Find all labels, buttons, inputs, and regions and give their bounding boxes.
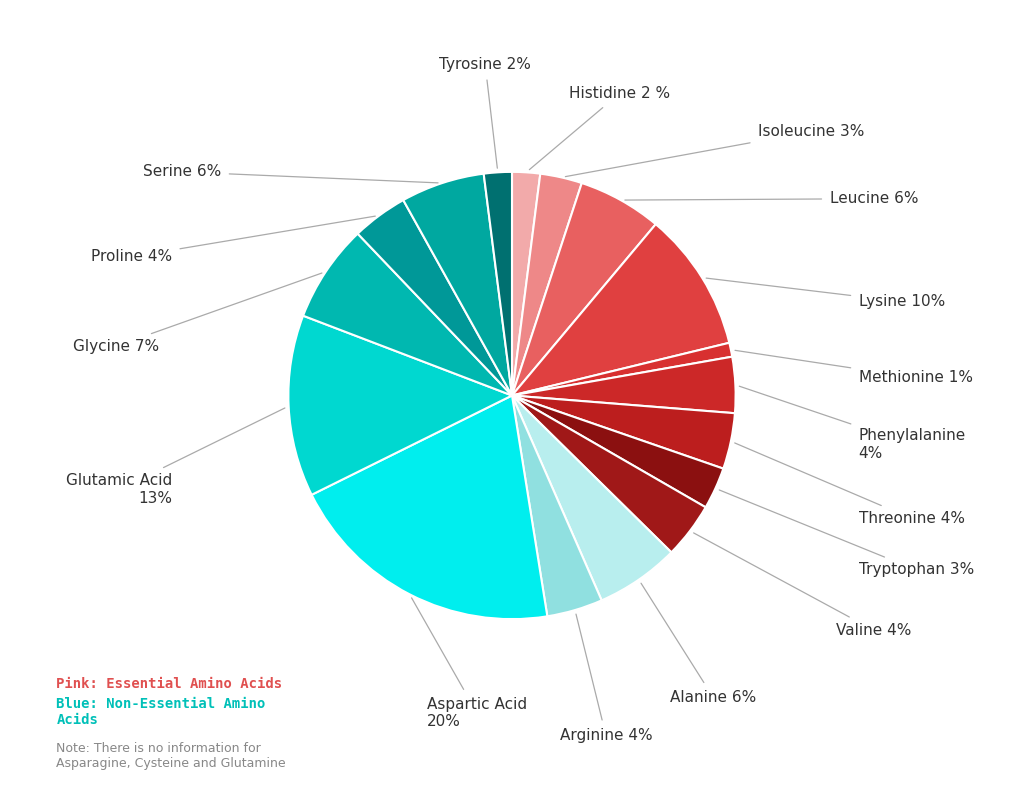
Wedge shape: [483, 172, 512, 396]
Text: Glutamic Acid
13%: Glutamic Acid 13%: [66, 408, 285, 505]
Wedge shape: [512, 396, 602, 616]
Text: Tyrosine 2%: Tyrosine 2%: [439, 57, 531, 168]
Text: Serine 6%: Serine 6%: [143, 165, 438, 183]
Wedge shape: [512, 396, 672, 600]
Text: Aspartic Acid
20%: Aspartic Acid 20%: [412, 598, 527, 729]
Wedge shape: [311, 396, 548, 619]
Wedge shape: [303, 233, 512, 396]
Wedge shape: [289, 316, 512, 495]
Text: Tryptophan 3%: Tryptophan 3%: [719, 490, 974, 577]
Wedge shape: [512, 396, 735, 468]
Wedge shape: [512, 396, 706, 552]
Wedge shape: [403, 174, 512, 396]
Text: Note: There is no information for
Asparagine, Cysteine and Glutamine: Note: There is no information for Aspara…: [56, 742, 286, 770]
Text: Arginine 4%: Arginine 4%: [559, 614, 652, 743]
Text: Proline 4%: Proline 4%: [91, 216, 376, 264]
Text: Glycine 7%: Glycine 7%: [73, 273, 322, 354]
Text: Leucine 6%: Leucine 6%: [625, 191, 919, 206]
Text: Phenylalanine
4%: Phenylalanine 4%: [739, 386, 966, 461]
Text: Blue: Non-Essential Amino
Acids: Blue: Non-Essential Amino Acids: [56, 697, 265, 727]
Wedge shape: [512, 224, 729, 396]
Wedge shape: [512, 396, 723, 507]
Text: Lysine 10%: Lysine 10%: [707, 278, 945, 309]
Text: Valine 4%: Valine 4%: [693, 533, 911, 638]
Wedge shape: [512, 183, 655, 396]
Text: Alanine 6%: Alanine 6%: [641, 583, 757, 705]
Text: Pink: Essential Amino Acids: Pink: Essential Amino Acids: [56, 677, 283, 691]
Text: Methionine 1%: Methionine 1%: [735, 350, 973, 385]
Wedge shape: [512, 172, 541, 396]
Wedge shape: [512, 343, 732, 396]
Text: Threonine 4%: Threonine 4%: [734, 443, 965, 526]
Text: Histidine 2 %: Histidine 2 %: [529, 86, 670, 169]
Wedge shape: [512, 357, 735, 413]
Wedge shape: [357, 200, 512, 396]
Text: Isoleucine 3%: Isoleucine 3%: [565, 124, 864, 176]
Wedge shape: [512, 174, 582, 396]
